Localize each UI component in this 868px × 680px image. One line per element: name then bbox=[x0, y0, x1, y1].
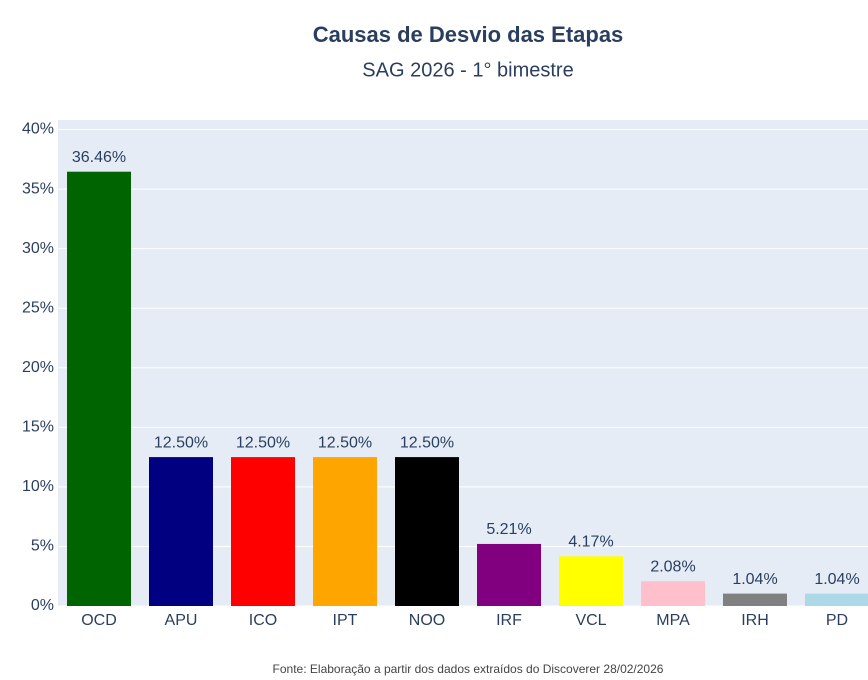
bar bbox=[477, 543, 541, 606]
value-label: 1.04% bbox=[814, 571, 859, 588]
y-tick-label: 0% bbox=[31, 597, 54, 614]
y-tick-label: 35% bbox=[22, 180, 54, 197]
y-tick-label: 5% bbox=[31, 538, 54, 555]
y-tick-label: 30% bbox=[22, 240, 54, 257]
value-label: 12.50% bbox=[154, 434, 208, 451]
value-label: 12.50% bbox=[400, 434, 454, 451]
bar bbox=[559, 556, 623, 606]
chart-title: Causas de Desvio das Etapas bbox=[313, 22, 624, 47]
bar bbox=[641, 581, 705, 606]
chart-subtitle: SAG 2026 - 1° bimestre bbox=[362, 59, 573, 81]
y-tick-label: 25% bbox=[22, 299, 54, 316]
x-tick-label: ICO bbox=[249, 612, 277, 629]
bar bbox=[723, 593, 787, 606]
x-tick-label: NOO bbox=[409, 612, 445, 629]
value-label: 12.50% bbox=[236, 434, 290, 451]
value-label: 4.17% bbox=[568, 534, 613, 551]
y-tick-label: 40% bbox=[22, 121, 54, 138]
value-label: 36.46% bbox=[72, 149, 126, 166]
x-tick-label: MPA bbox=[656, 612, 690, 629]
y-tick-label: 20% bbox=[22, 359, 54, 376]
x-tick-label: IRH bbox=[741, 612, 769, 629]
x-tick-label: PD bbox=[826, 612, 848, 629]
x-tick-label: IRF bbox=[496, 612, 522, 629]
bar bbox=[67, 171, 131, 606]
value-label: 5.21% bbox=[486, 521, 531, 538]
source-note: Fonte: Elaboração a partir dos dados ext… bbox=[273, 662, 664, 676]
bar bbox=[395, 457, 459, 606]
y-tick-label: 10% bbox=[22, 478, 54, 495]
x-tick-label: OCD bbox=[81, 612, 117, 629]
bar bbox=[805, 593, 868, 606]
value-label: 1.04% bbox=[732, 571, 777, 588]
x-tick-label: APU bbox=[165, 612, 198, 629]
value-label: 2.08% bbox=[650, 558, 695, 575]
bar bbox=[231, 457, 295, 606]
x-tick-label: VCL bbox=[575, 612, 606, 629]
bar bbox=[149, 457, 213, 606]
bar bbox=[313, 457, 377, 606]
y-tick-label: 15% bbox=[22, 419, 54, 436]
value-label: 12.50% bbox=[318, 434, 372, 451]
x-tick-label: IPT bbox=[333, 612, 358, 629]
